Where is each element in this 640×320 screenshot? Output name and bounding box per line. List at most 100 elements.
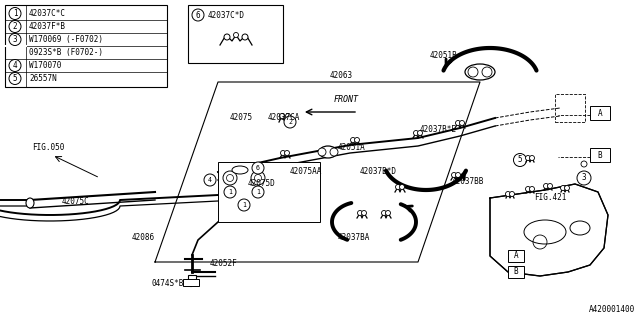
Circle shape bbox=[355, 138, 360, 142]
Circle shape bbox=[192, 9, 204, 21]
Text: 42037F*B: 42037F*B bbox=[29, 22, 66, 31]
Text: 42051A: 42051A bbox=[338, 143, 365, 153]
Text: A: A bbox=[598, 108, 602, 117]
Circle shape bbox=[234, 33, 239, 37]
Circle shape bbox=[9, 60, 21, 71]
Circle shape bbox=[284, 116, 296, 128]
Bar bbox=[508, 250, 524, 262]
Text: 26557N: 26557N bbox=[29, 74, 57, 83]
Circle shape bbox=[242, 34, 248, 40]
Circle shape bbox=[482, 67, 492, 77]
Text: 42051B: 42051B bbox=[430, 51, 458, 60]
Circle shape bbox=[227, 174, 234, 181]
Bar bbox=[590, 148, 610, 162]
Circle shape bbox=[460, 121, 465, 125]
Circle shape bbox=[525, 187, 531, 191]
Text: 42075C: 42075C bbox=[62, 197, 90, 206]
Circle shape bbox=[251, 171, 265, 185]
Text: 5: 5 bbox=[13, 74, 17, 83]
Circle shape bbox=[358, 211, 362, 215]
Bar bbox=[183, 279, 199, 286]
Text: 42037B*D: 42037B*D bbox=[360, 167, 397, 177]
Text: 1: 1 bbox=[256, 189, 260, 195]
Text: 6: 6 bbox=[256, 165, 260, 171]
Circle shape bbox=[529, 187, 534, 191]
Circle shape bbox=[252, 162, 264, 174]
Bar bbox=[188, 275, 196, 280]
Text: 1: 1 bbox=[228, 189, 232, 195]
Text: FIG.050: FIG.050 bbox=[32, 143, 65, 153]
Text: A: A bbox=[514, 252, 518, 260]
Circle shape bbox=[506, 191, 511, 196]
Circle shape bbox=[525, 156, 531, 161]
Text: 5: 5 bbox=[518, 156, 522, 164]
Circle shape bbox=[351, 138, 355, 142]
Text: A420001400: A420001400 bbox=[589, 305, 635, 314]
Text: 42037BA: 42037BA bbox=[338, 234, 371, 243]
Text: 3: 3 bbox=[13, 35, 17, 44]
Ellipse shape bbox=[232, 166, 248, 174]
Text: 42037B*E: 42037B*E bbox=[420, 125, 457, 134]
Bar bbox=[555, 94, 585, 122]
Text: 4: 4 bbox=[13, 61, 17, 70]
Circle shape bbox=[280, 150, 285, 156]
Circle shape bbox=[9, 20, 21, 33]
Circle shape bbox=[255, 174, 262, 181]
Circle shape bbox=[396, 185, 401, 189]
Circle shape bbox=[330, 148, 338, 156]
Circle shape bbox=[543, 183, 548, 188]
Circle shape bbox=[362, 211, 367, 215]
Text: 2: 2 bbox=[13, 22, 17, 31]
Text: 1: 1 bbox=[13, 9, 17, 18]
Text: 42075: 42075 bbox=[230, 114, 253, 123]
Circle shape bbox=[529, 156, 534, 161]
Text: 3: 3 bbox=[582, 173, 586, 182]
Circle shape bbox=[285, 114, 291, 118]
Circle shape bbox=[223, 171, 237, 185]
Text: FIG.421: FIG.421 bbox=[534, 194, 566, 203]
Circle shape bbox=[468, 67, 478, 77]
Bar bbox=[590, 106, 610, 120]
Bar bbox=[508, 266, 524, 278]
Circle shape bbox=[9, 7, 21, 20]
Circle shape bbox=[451, 172, 456, 178]
Text: 4: 4 bbox=[208, 177, 212, 183]
Circle shape bbox=[456, 121, 461, 125]
Text: 2: 2 bbox=[288, 119, 292, 125]
Circle shape bbox=[204, 174, 216, 186]
Circle shape bbox=[577, 171, 591, 185]
Circle shape bbox=[547, 183, 552, 188]
Circle shape bbox=[561, 186, 566, 190]
Bar bbox=[5, 5, 167, 87]
Text: 0474S*B: 0474S*B bbox=[152, 279, 184, 289]
Circle shape bbox=[9, 34, 21, 45]
Text: 42037BB: 42037BB bbox=[452, 178, 484, 187]
Bar bbox=[218, 162, 320, 222]
Text: 42063: 42063 bbox=[330, 70, 353, 79]
Circle shape bbox=[456, 172, 461, 178]
Circle shape bbox=[252, 186, 264, 198]
Text: 42086: 42086 bbox=[132, 234, 155, 243]
Ellipse shape bbox=[465, 64, 495, 80]
Text: 6: 6 bbox=[196, 11, 200, 20]
Text: 42037C*C: 42037C*C bbox=[29, 9, 66, 18]
Circle shape bbox=[581, 161, 587, 167]
Circle shape bbox=[385, 211, 390, 215]
Text: 42075AA: 42075AA bbox=[290, 167, 323, 177]
Text: 42037CA: 42037CA bbox=[268, 114, 300, 123]
Text: 42052F: 42052F bbox=[210, 260, 237, 268]
Text: 42037C*D: 42037C*D bbox=[208, 11, 245, 20]
Text: B: B bbox=[514, 268, 518, 276]
Text: B: B bbox=[598, 150, 602, 159]
Circle shape bbox=[224, 186, 236, 198]
Circle shape bbox=[318, 148, 326, 156]
Circle shape bbox=[381, 211, 387, 215]
Circle shape bbox=[413, 131, 419, 135]
Text: FRONT: FRONT bbox=[333, 95, 358, 104]
Circle shape bbox=[399, 185, 404, 189]
Circle shape bbox=[285, 150, 289, 156]
Circle shape bbox=[509, 191, 515, 196]
Ellipse shape bbox=[26, 198, 34, 208]
Circle shape bbox=[513, 154, 527, 166]
Circle shape bbox=[224, 34, 230, 40]
